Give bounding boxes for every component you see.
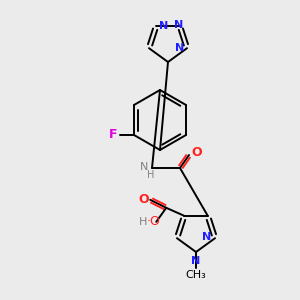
Text: O: O — [192, 146, 202, 160]
Text: N: N — [140, 162, 148, 172]
Text: H: H — [139, 217, 147, 227]
Text: N: N — [176, 43, 184, 53]
Text: N: N — [159, 21, 168, 31]
Text: H: H — [147, 170, 155, 180]
Text: CH₃: CH₃ — [186, 270, 206, 280]
Text: N: N — [191, 256, 201, 266]
Text: O: O — [138, 193, 148, 206]
Text: N: N — [174, 20, 183, 30]
Text: ·O: ·O — [146, 215, 160, 228]
Text: F: F — [109, 128, 117, 142]
Text: N: N — [202, 232, 211, 242]
